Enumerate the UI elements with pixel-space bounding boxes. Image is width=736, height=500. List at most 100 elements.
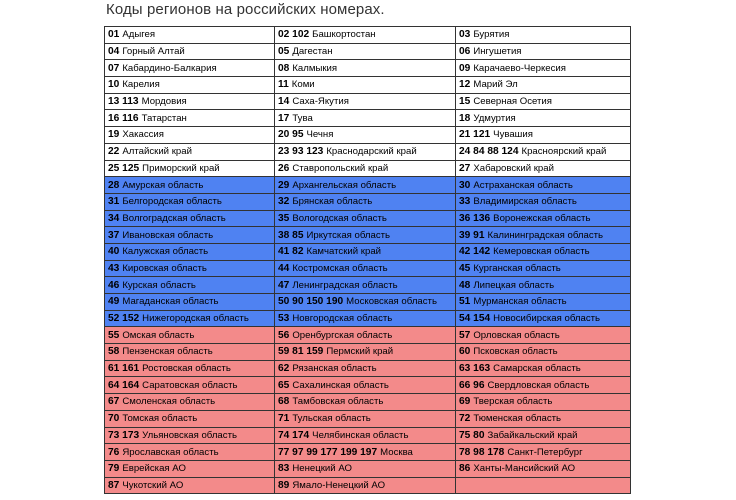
- region-code: 32: [278, 196, 290, 208]
- region-name: Ханты-Мансийский АО: [473, 463, 576, 475]
- region-cell: 78 98 178 Санкт-Петербург: [455, 443, 631, 461]
- region-cell: 35 Вологодская область: [274, 209, 456, 228]
- region-name: Камчатский край: [306, 246, 382, 258]
- region-code: 16 116: [108, 112, 139, 124]
- region-cell: 54 154 Новосибирская область: [455, 309, 631, 328]
- region-codes-table: 01 Адыгея 02 102 Башкортостан 03 Бурятия 04 Гор…: [104, 26, 631, 495]
- table-row: 28 Амурская область 29 Архангельская област…: [104, 176, 631, 194]
- region-code: 18: [459, 112, 471, 124]
- region-name: Хакассия: [122, 129, 164, 141]
- region-cell: 89 Ямало-Ненецкий АО: [274, 476, 456, 495]
- region-name: Тува: [292, 112, 313, 124]
- region-cell: 15 Северная Осетия: [455, 92, 631, 111]
- region-name: Карачаево-Черкесия: [473, 62, 566, 74]
- region-code: 07: [108, 62, 120, 74]
- region-cell: 34 Волгоградская область: [104, 209, 275, 228]
- region-code: 61 161: [108, 363, 140, 375]
- region-cell: 05 Дагестан: [274, 42, 456, 61]
- region-name: Воронежская область: [493, 212, 591, 224]
- region-cell: 39 91 Калининградская область: [455, 226, 631, 244]
- table-row: 31 Белгородская область 32 Брянская область…: [104, 192, 631, 211]
- region-code: 57: [459, 329, 471, 341]
- region-code: 74 174: [278, 429, 310, 441]
- region-name: Башкортостан: [312, 29, 376, 41]
- region-cell: 16 116 Татарстан: [104, 109, 275, 128]
- region-cell: 29 Архангельская область: [274, 176, 456, 194]
- region-cell: 74 174 Челябинская область: [274, 426, 456, 445]
- region-name: Кировская область: [122, 262, 207, 274]
- region-code: 29: [278, 179, 290, 191]
- region-name: Иркутская область: [306, 229, 391, 241]
- region-code: 08: [278, 62, 290, 74]
- region-code: 41 82: [278, 246, 304, 258]
- region-cell: 22 Алтайский край: [104, 142, 275, 161]
- region-code: 73 173: [108, 429, 140, 441]
- region-name: Челябинская область: [312, 429, 409, 441]
- region-cell: 53 Новгородская область: [274, 309, 456, 328]
- region-cell: 11 Коми: [274, 76, 456, 94]
- table-row: 49 Магаданская область 50 90 150 190 Москов…: [104, 293, 631, 311]
- region-code: 01: [108, 29, 120, 41]
- region-cell: 71 Тульская область: [274, 409, 456, 428]
- region-cell: 12 Марий Эл: [455, 76, 631, 94]
- table-row: 73 173 Ульяновская область 74 174 Челябинск…: [104, 426, 631, 445]
- table-row: 13 113 Мордовия 14 Саха-Якутия 15 Северная Ос…: [104, 92, 631, 111]
- region-cell: 67 Смоленская область: [104, 393, 275, 411]
- table-row: 19 Хакассия 20 95 Чечня 21 121 Чувашия: [104, 126, 631, 144]
- table-row: 67 Смоленская область 68 Тамбовская область…: [104, 393, 631, 411]
- region-name: Ингушетия: [473, 46, 522, 58]
- region-name: Ярославская область: [122, 446, 219, 458]
- table-row: 46 Курская область 47 Ленинградская область…: [104, 276, 631, 294]
- region-code: 86: [459, 463, 471, 475]
- region-name: Горный Алтай: [122, 46, 185, 58]
- region-name: Орловская область: [473, 329, 560, 341]
- region-cell: 28 Амурская область: [104, 176, 275, 194]
- region-name: Магаданская область: [122, 296, 219, 308]
- table-body: 01 Адыгея 02 102 Башкортостан 03 Бурятия 04 Гор…: [104, 26, 631, 495]
- region-name: Забайкальский край: [487, 429, 578, 441]
- region-name: Амурская область: [122, 179, 204, 191]
- region-code: 42 142: [459, 246, 491, 258]
- region-code: 67: [108, 396, 120, 408]
- region-code: 44: [278, 262, 290, 274]
- region-cell: 14 Саха-Якутия: [274, 92, 456, 111]
- region-code: 10: [108, 79, 120, 91]
- region-code: 63 163: [459, 363, 491, 375]
- region-name: Омская область: [122, 329, 195, 341]
- table-row: 64 164 Саратовская область 65 Сахалинская о…: [104, 376, 631, 395]
- region-code: 19: [108, 129, 120, 141]
- region-cell: 48 Липецкая область: [455, 276, 631, 294]
- region-name: Рязанская область: [292, 363, 377, 375]
- region-name: Белгородская область: [122, 196, 222, 208]
- region-cell: 08 Калмыкия: [274, 59, 456, 78]
- region-code: 54 154: [459, 313, 491, 325]
- region-name: Ростовская область: [142, 363, 231, 375]
- region-name: Дагестан: [292, 46, 333, 58]
- region-cell: 17 Тува: [274, 109, 456, 128]
- table-row: 52 152 Нижегородская область 53 Новгородска…: [104, 309, 631, 328]
- region-name: Чечня: [306, 129, 334, 141]
- region-cell: 01 Адыгея: [104, 26, 275, 44]
- region-cell: 55 Омская область: [104, 326, 275, 345]
- region-code: 13 113: [108, 96, 139, 108]
- region-cell: 44 Костромская область: [274, 259, 456, 278]
- region-name: Новосибирская область: [493, 313, 601, 325]
- region-name: Московская область: [346, 296, 437, 308]
- region-cell: 32 Брянская область: [274, 192, 456, 211]
- region-code: 79: [108, 463, 120, 475]
- table-row: 22 Алтайский край 23 93 123 Краснодарский к…: [104, 142, 631, 161]
- region-name: Коми: [291, 79, 315, 91]
- region-name: Калмыкия: [292, 62, 338, 74]
- region-code: 40: [108, 246, 120, 258]
- region-name: Удмуртия: [473, 112, 516, 124]
- region-code: 33: [459, 196, 471, 208]
- table-row: 70 Томская область 71 Тульская область 72 Тюм…: [104, 409, 631, 428]
- region-cell: 47 Ленинградская область: [274, 276, 456, 294]
- region-cell: 38 85 Иркутская область: [274, 226, 456, 244]
- region-name: Марий Эл: [473, 79, 518, 91]
- region-code: 35: [278, 212, 290, 224]
- region-name: Томская область: [122, 413, 198, 425]
- region-code: 45: [459, 262, 471, 274]
- region-cell: 50 90 150 190 Московская область: [274, 293, 456, 311]
- region-name: Саратовская область: [142, 379, 238, 391]
